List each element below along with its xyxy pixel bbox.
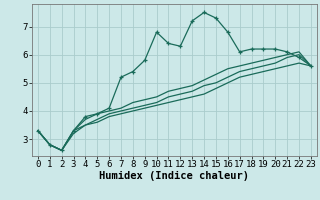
X-axis label: Humidex (Indice chaleur): Humidex (Indice chaleur): [100, 171, 249, 181]
